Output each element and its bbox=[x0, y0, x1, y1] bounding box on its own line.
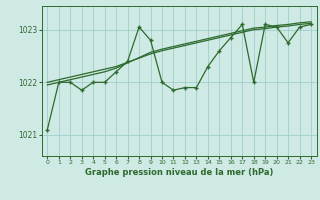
X-axis label: Graphe pression niveau de la mer (hPa): Graphe pression niveau de la mer (hPa) bbox=[85, 168, 273, 177]
